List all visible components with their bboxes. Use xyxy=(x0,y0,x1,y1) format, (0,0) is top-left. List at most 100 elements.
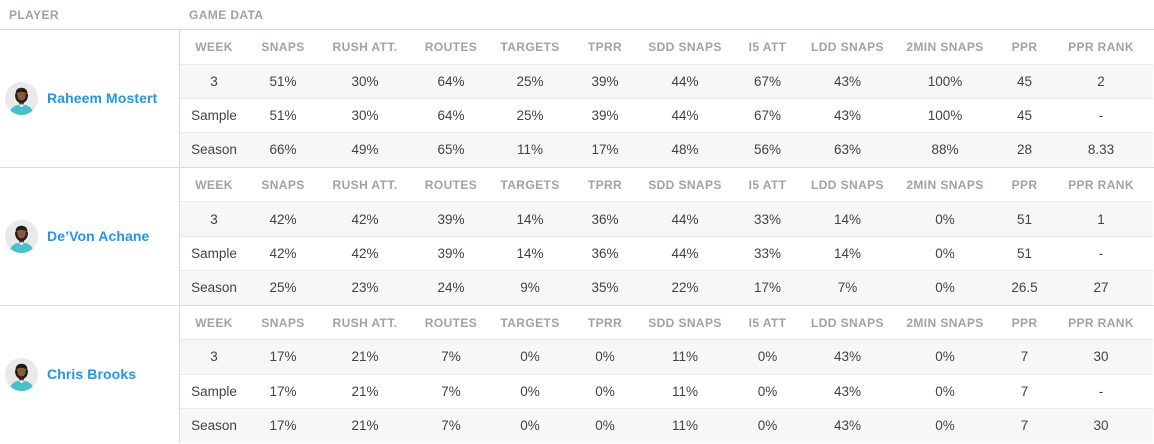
column-header-snaps: SNAPS xyxy=(248,305,318,341)
stat-cell: 0% xyxy=(890,236,1000,271)
player-avatar[interactable] xyxy=(5,81,38,115)
stat-cell: 67% xyxy=(730,64,805,99)
stat-cell: 0% xyxy=(490,374,570,409)
player-column-header: PLAYER xyxy=(9,7,59,22)
stat-cell: 39% xyxy=(412,236,490,271)
week-cell: 3 xyxy=(180,339,248,375)
column-header-2min-snaps: 2MIN SNAPS xyxy=(890,30,1000,65)
stat-cell: 51% xyxy=(248,98,318,134)
stat-cell: 30% xyxy=(318,98,412,134)
stat-cell: 56% xyxy=(753,142,782,158)
stat-cell: 17% xyxy=(269,418,297,434)
stat-cell: 21% xyxy=(318,339,412,375)
stat-cell: 27 xyxy=(1093,280,1109,296)
game-data-table: WEEK SNAPS RUSH ATT. ROUTES TARGETS TPRR SDD S… xyxy=(180,167,1153,305)
stat-cell: 8.33 xyxy=(1087,142,1115,158)
week-cell: Sample xyxy=(180,236,248,271)
column-header-tprr: TPRR xyxy=(570,30,640,65)
stat-cell: 88% xyxy=(931,142,959,158)
stat-cell: 51 xyxy=(1000,201,1049,237)
stat-cell: 44% xyxy=(640,236,730,271)
stat-cell: 25% xyxy=(490,98,570,134)
column-header-routes: ROUTES xyxy=(412,167,490,203)
stat-cell: 17% xyxy=(591,142,619,158)
stat-cell: 36% xyxy=(570,201,640,237)
stat-cell: 43% xyxy=(833,418,862,434)
data-row: Sample 17% 21% 7% 0% 0% 11% 0% 43% 0% 7- xyxy=(180,374,1153,409)
data-row: 3 42% 42% 39% 14% 36% 44% 33% 14% 0% 51 1 xyxy=(180,201,1153,237)
stat-cell: 0% xyxy=(570,339,640,375)
stat-cell: 65% xyxy=(437,142,465,158)
stat-cell: 21% xyxy=(318,374,412,409)
column-header-i5-att: I5 ATT xyxy=(730,30,805,65)
week-cell: Sample xyxy=(180,374,248,409)
stat-cell: 0% xyxy=(890,374,1000,409)
stat-cell: 0% xyxy=(490,339,570,375)
column-header-sdd-snaps: SDD SNAPS xyxy=(640,30,730,65)
column-header-routes: ROUTES xyxy=(412,30,490,65)
column-header-week: WEEK xyxy=(180,30,248,65)
stat-cell: 7 xyxy=(1000,374,1049,409)
stat-cell: 7% xyxy=(412,339,490,375)
stat-cell: 39% xyxy=(570,64,640,99)
stat-cell: 14% xyxy=(490,236,570,271)
player-name-link[interactable]: Chris Brooks xyxy=(47,366,137,383)
week-cell: 3 xyxy=(180,64,248,99)
player-avatar[interactable] xyxy=(5,219,38,253)
stat-cell: 43% xyxy=(805,98,890,134)
stat-cell: 49% xyxy=(351,142,379,158)
stat-cell: 45 xyxy=(1000,98,1049,134)
stat-cell: 25% xyxy=(490,64,570,99)
stat-cell: 14% xyxy=(805,201,890,237)
column-header-rush-att: RUSH ATT. xyxy=(318,305,412,341)
data-row: Season 17% 21% 7% 0% 0% 11% 0% 43% 0% 7 30 xyxy=(180,408,1153,443)
sections: Raheem Mostert WEEK SNAPS RUSH ATT. ROUTES T… xyxy=(0,30,1154,443)
data-rows: 3 51% 30% 64% 25% 39% 44% 67% 43% 100% 45 2 Sample 51… xyxy=(180,64,1153,167)
column-header-row: WEEK SNAPS RUSH ATT. ROUTES TARGETS TPRR SDD S… xyxy=(180,167,1153,203)
column-header-ppr-rank: PPR RANK xyxy=(1049,305,1153,341)
stat-cell: 42% xyxy=(318,236,412,271)
stat-cell: 11% xyxy=(640,374,730,409)
week-cell: Sample xyxy=(180,98,248,134)
stat-cell: 7% xyxy=(837,280,858,296)
column-header-ldd-snaps: LDD SNAPS xyxy=(805,30,890,65)
stat-cell: 51 xyxy=(1000,236,1049,271)
stat-cell: 9% xyxy=(520,280,540,296)
stat-cell: 44% xyxy=(640,201,730,237)
stat-cell: 14% xyxy=(805,236,890,271)
stat-cell: 0% xyxy=(520,418,540,434)
player-name-link[interactable]: Raheem Mostert xyxy=(47,90,158,107)
game-data-column-header: GAME DATA xyxy=(189,7,264,22)
data-rows: 3 17% 21% 7% 0% 0% 11% 0% 43% 0% 7 30 Sample 17% 21% 7%… xyxy=(180,339,1153,443)
data-rows: 3 42% 42% 39% 14% 36% 44% 33% 14% 0% 51 1 Sample 42% 4… xyxy=(180,201,1153,305)
column-header-row: WEEK SNAPS RUSH ATT. ROUTES TARGETS TPRR SDD S… xyxy=(180,30,1153,65)
stat-cell: 17% xyxy=(753,280,782,296)
player-headshot-icon xyxy=(5,219,38,253)
stat-cell: 14% xyxy=(490,201,570,237)
stat-cell: 28 xyxy=(1016,142,1033,158)
week-cell: Season xyxy=(191,142,237,158)
week-cell: Season xyxy=(191,418,237,434)
week-cell: 3 xyxy=(180,201,248,237)
column-header-i5-att: I5 ATT xyxy=(730,305,805,341)
stat-cell: 30 xyxy=(1093,418,1109,434)
panel-header-row: PLAYER GAME DATA xyxy=(0,0,1154,30)
player-avatar[interactable] xyxy=(5,357,38,391)
stat-cell: 33% xyxy=(730,201,805,237)
stat-cell: 7 xyxy=(1020,418,1029,434)
column-header-rush-att: RUSH ATT. xyxy=(318,167,412,203)
stat-cell: 42% xyxy=(248,201,318,237)
player-name-link[interactable]: De’Von Achane xyxy=(47,228,150,245)
stat-cell: 43% xyxy=(805,339,890,375)
column-header-week: WEEK xyxy=(180,167,248,203)
data-row: Sample 42% 42% 39% 14% 36% 44% 33% 14% 0% 51- xyxy=(180,236,1153,271)
stat-cell: 0% xyxy=(570,374,640,409)
stat-cell: 30% xyxy=(318,64,412,99)
column-header-snaps: SNAPS xyxy=(248,30,318,65)
data-row: Season 66% 49% 65% 11% 17% 48% 56% 63% 88% 28 8.33 xyxy=(180,132,1153,167)
player-cell: De’Von Achane xyxy=(0,167,180,305)
player-section: De’Von Achane WEEK SNAPS RUSH ATT. ROUTES TA… xyxy=(0,167,1154,306)
stat-cell: 64% xyxy=(412,64,490,99)
stat-cell: 44% xyxy=(640,64,730,99)
stat-cell: 25% xyxy=(269,280,297,296)
